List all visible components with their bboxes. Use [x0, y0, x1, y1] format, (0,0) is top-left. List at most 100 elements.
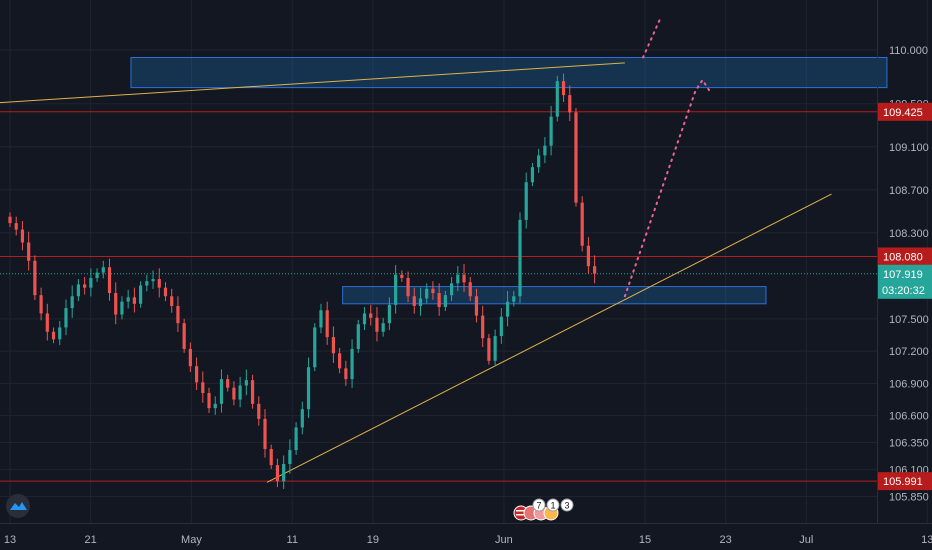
candle — [400, 274, 404, 278]
candle — [325, 310, 329, 338]
event-badge-bubble-3[interactable] — [560, 498, 574, 512]
candle — [107, 267, 112, 294]
candle — [499, 316, 503, 337]
supply-demand-zone[interactable] — [342, 286, 767, 305]
candle — [226, 379, 230, 388]
candle — [443, 295, 447, 308]
candle — [561, 81, 566, 96]
candle — [151, 279, 155, 282]
candle — [126, 297, 130, 302]
candle — [257, 403, 261, 419]
price-tick-label: 106.900 — [889, 378, 929, 390]
candle — [250, 380, 255, 404]
projection-path[interactable] — [642, 17, 662, 59]
trendline[interactable] — [266, 193, 832, 483]
candle — [555, 81, 559, 117]
price-tag-label: 109.425 — [883, 107, 923, 119]
candle — [462, 274, 466, 283]
current-price-tag[interactable] — [878, 264, 932, 299]
candle — [294, 427, 298, 451]
candle — [64, 308, 68, 328]
candle — [70, 296, 74, 309]
candle — [145, 281, 149, 286]
candle — [543, 145, 547, 156]
candle — [425, 288, 429, 299]
candle — [456, 274, 460, 284]
candle — [331, 337, 336, 354]
candle — [89, 277, 93, 288]
candle — [524, 182, 528, 220]
candle — [194, 366, 199, 383]
candle — [120, 301, 124, 315]
price-tag[interactable] — [878, 472, 932, 491]
candle — [313, 327, 317, 368]
event-badges[interactable]: 7 1 3 — [513, 498, 574, 521]
projection-layer — [623, 17, 711, 298]
price-axis[interactable]: 110.000109.500109.100108.700108.300107.5… — [889, 45, 929, 503]
price-tick-label: 109.100 — [889, 142, 929, 154]
candle — [244, 380, 248, 386]
candle — [512, 296, 516, 302]
candle — [27, 242, 31, 261]
us-flag-stripes — [516, 510, 526, 512]
candle — [487, 338, 491, 361]
time-tick-label: 11 — [287, 534, 298, 546]
candle — [101, 267, 105, 273]
time-tick-label: 23 — [720, 534, 732, 546]
candle — [114, 293, 118, 315]
candle — [170, 296, 174, 306]
candle — [537, 155, 541, 168]
supply-demand-zone[interactable] — [130, 56, 888, 89]
candle — [213, 403, 217, 409]
price-tick-label: 108.700 — [889, 185, 929, 197]
candle — [20, 229, 25, 243]
candle — [95, 272, 99, 278]
candle — [375, 317, 379, 332]
price-tick-label: 107.500 — [889, 314, 929, 326]
time-tick-label: 13 — [921, 534, 932, 546]
price-levels-layer — [0, 111, 877, 482]
candle — [51, 331, 56, 340]
current-price-label: 107.919 — [883, 269, 923, 281]
candle — [580, 202, 584, 246]
candle — [207, 393, 211, 409]
time-tick-label: 15 — [639, 534, 651, 546]
price-tag[interactable] — [878, 102, 932, 121]
candle — [474, 296, 479, 316]
event-badge-bubble-1[interactable] — [532, 498, 546, 512]
candle — [530, 167, 535, 183]
candle — [493, 336, 497, 361]
price-tags-layer: 109.425 108.080 105.991 107.919 03:20:32 — [878, 102, 932, 491]
candle — [157, 279, 161, 288]
time-tick-label: 13 — [4, 534, 16, 546]
candle — [344, 368, 348, 380]
candle — [58, 327, 62, 340]
candle — [132, 297, 136, 304]
candle — [505, 301, 510, 317]
candle — [481, 315, 485, 339]
candle — [356, 324, 360, 349]
time-axis[interactable]: 13 21 May 11 19 Jun 15 23 Jul 13 — [4, 534, 932, 546]
candle — [188, 348, 192, 367]
candle — [33, 260, 37, 296]
candle — [219, 379, 224, 404]
price-tick-label: 106.350 — [889, 438, 929, 450]
candle — [182, 323, 186, 349]
time-tick-label: 21 — [85, 534, 97, 546]
candle — [263, 418, 267, 449]
candle — [139, 285, 143, 304]
trendline[interactable] — [0, 62, 625, 104]
event-badge-count-2: 1 — [550, 501, 555, 511]
price-tag-label: 108.080 — [883, 251, 923, 263]
zones-layer — [130, 56, 888, 305]
candle — [8, 216, 12, 224]
time-tick-label: Jun — [495, 534, 513, 546]
price-tick-label: 105.850 — [889, 491, 929, 503]
price-tag[interactable] — [878, 247, 932, 266]
event-badge-bubble-2[interactable] — [546, 498, 560, 512]
candle — [163, 287, 168, 297]
tradingview-logo[interactable] — [6, 494, 30, 518]
candle — [350, 348, 354, 380]
price-tick-label: 110.000 — [889, 45, 928, 57]
